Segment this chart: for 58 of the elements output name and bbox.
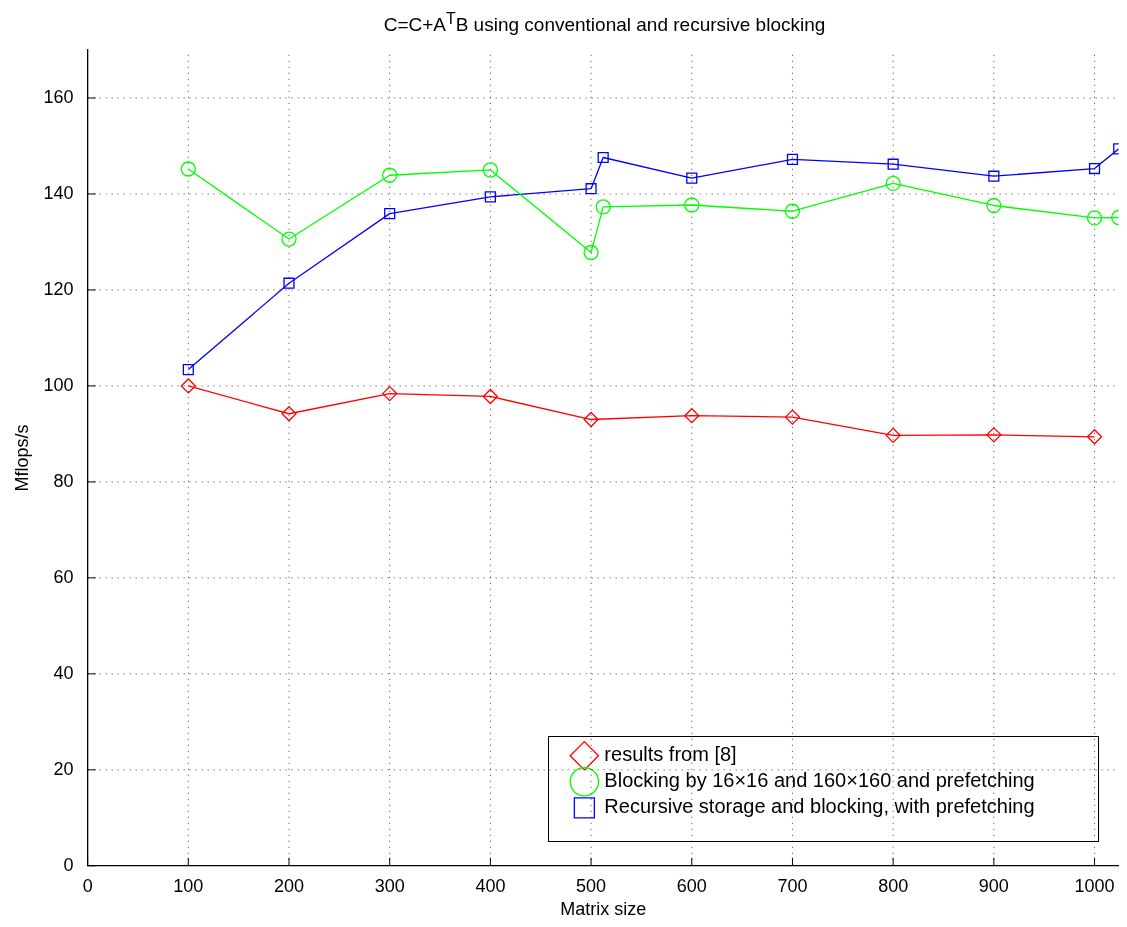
- x-tick-label: 800: [878, 875, 909, 896]
- y-tick-label: 60: [53, 566, 74, 587]
- point: [283, 277, 295, 289]
- legend-label: Recursive storage and blocking, with prefetching: [604, 795, 1035, 818]
- x-tick-label: 300: [374, 875, 405, 896]
- point: [484, 191, 496, 203]
- point: [786, 153, 799, 166]
- point: [281, 406, 297, 422]
- x-axis-title: Matrix size: [560, 899, 647, 920]
- point: [986, 427, 1002, 443]
- legend-label: results from [8]: [604, 743, 737, 766]
- x-tick-label: 1000: [1074, 875, 1115, 896]
- x-tick-label: 500: [576, 875, 607, 896]
- point: [384, 208, 396, 220]
- x-tick-label: 600: [676, 875, 707, 896]
- y-tick-label: 140: [43, 182, 74, 203]
- chart-title: C=C+A$^{T}$B using conventional and recursive blocking: [382, 10, 827, 37]
- y-tick-label: 0: [63, 854, 74, 875]
- y-axis-title: Mflops/s: [11, 424, 32, 492]
- point: [986, 197, 1002, 214]
- x-tick-label: 0: [82, 875, 93, 896]
- point: [585, 183, 597, 195]
- y-tick-label: 160: [43, 86, 74, 107]
- point: [595, 199, 611, 215]
- y-tick-label: 40: [53, 662, 74, 683]
- point: [885, 175, 901, 192]
- point: [988, 170, 1000, 182]
- x-tick-label: 100: [173, 875, 204, 896]
- point: [180, 161, 196, 177]
- x-tick-label: 200: [273, 875, 305, 896]
- x-tick-label: 900: [978, 875, 1009, 896]
- point: [1088, 162, 1101, 175]
- x-tick-label: 700: [777, 875, 808, 896]
- point: [482, 162, 499, 178]
- point: [1086, 210, 1103, 226]
- point: [1086, 429, 1103, 445]
- y-tick-label: 20: [53, 758, 74, 779]
- y-tick-label: 100: [43, 374, 74, 395]
- x-tick-label: 400: [475, 875, 506, 896]
- point: [182, 364, 194, 376]
- point: [583, 244, 599, 261]
- point: [684, 408, 700, 424]
- point: [583, 411, 599, 428]
- point: [281, 231, 297, 247]
- point: [885, 427, 901, 443]
- point: [784, 203, 801, 219]
- point: [686, 172, 698, 184]
- legend-label: Blocking by 16×16 and 160×160 and prefetching: [604, 769, 1035, 792]
- point: [887, 158, 899, 170]
- point: [597, 151, 609, 164]
- point: [180, 378, 196, 394]
- point: [382, 385, 398, 402]
- y-tick-label: 80: [53, 470, 74, 491]
- point: [684, 197, 700, 213]
- point: [784, 409, 801, 425]
- point: [482, 388, 499, 405]
- point: [382, 167, 398, 183]
- y-tick-label: 120: [43, 278, 74, 299]
